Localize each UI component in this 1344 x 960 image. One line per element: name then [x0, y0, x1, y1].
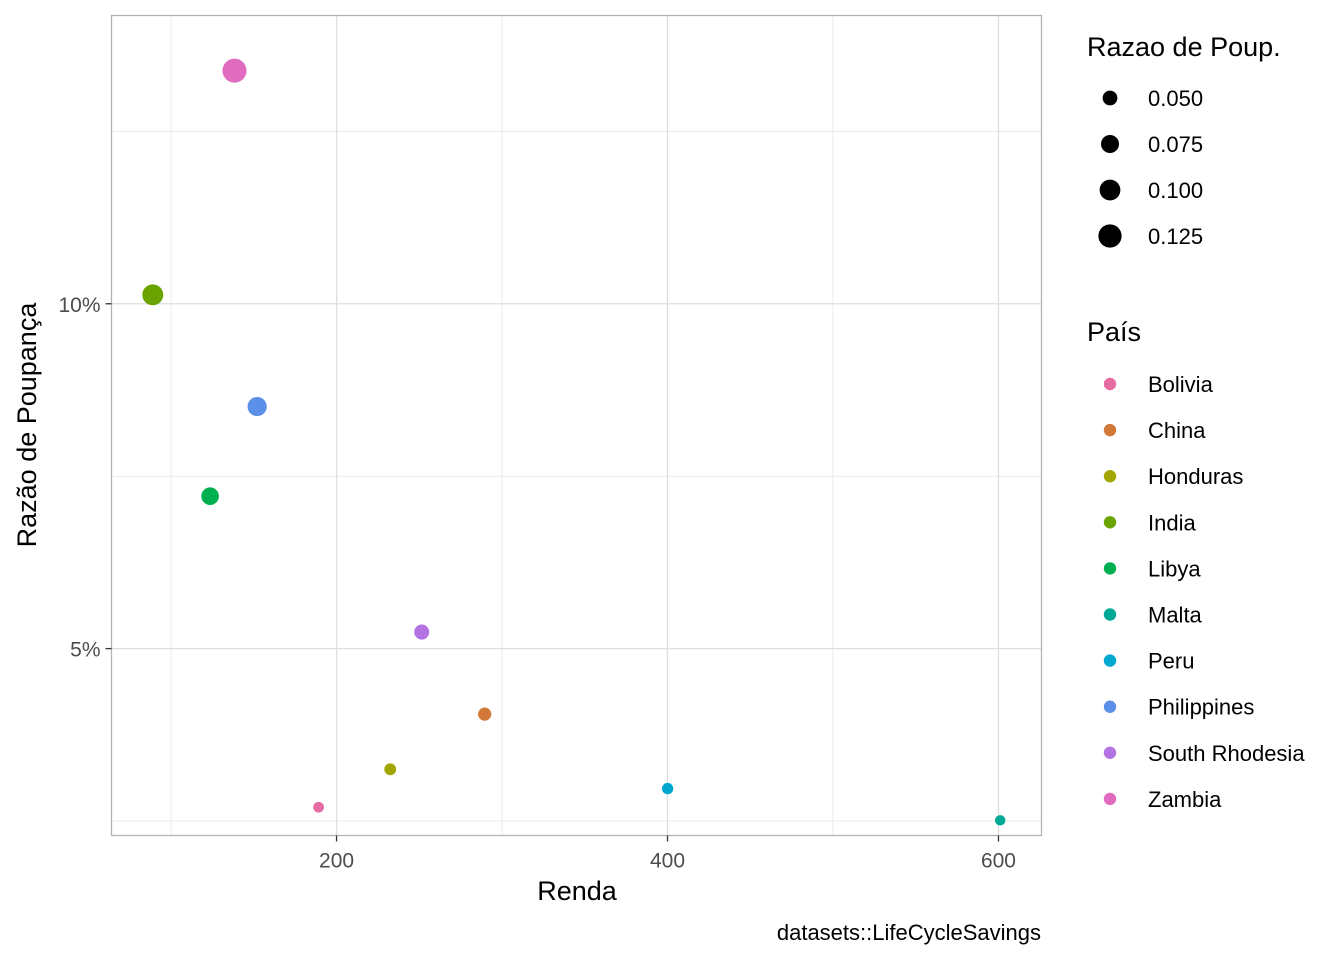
minor-gridlines	[111, 15, 1042, 836]
color-legend-title: País	[1087, 317, 1141, 347]
size-legend: 0.050 0.075 0.100 0.125	[1098, 86, 1203, 249]
color-legend-key	[1103, 562, 1117, 575]
data-point-philippines	[247, 396, 267, 417]
size-legend-key	[1098, 224, 1122, 248]
color-legend-key	[1103, 608, 1117, 621]
data-point-south-rhodesia	[414, 624, 430, 640]
data-point-peru	[661, 782, 674, 795]
size-legend-key	[1099, 179, 1121, 201]
color-legend-label: Zambia	[1148, 787, 1222, 812]
y-axis-title: Razão de Poupança	[12, 302, 42, 548]
color-legend-label: Philippines	[1148, 695, 1254, 720]
color-legend-key	[1103, 470, 1117, 483]
size-legend-label: 0.075	[1148, 132, 1203, 157]
plot-panel-border	[110, 14, 1043, 837]
color-legend-label: Malta	[1148, 603, 1203, 628]
color-legend-key	[1103, 654, 1117, 667]
color-legend-key	[1103, 746, 1117, 759]
data-point-honduras	[384, 763, 397, 776]
data-point-malta	[995, 815, 1006, 826]
data-point-zambia	[222, 58, 247, 83]
data-points	[142, 58, 1006, 826]
size-legend-label: 0.125	[1148, 224, 1203, 249]
data-point-libya	[201, 487, 219, 506]
color-legend-label: Honduras	[1148, 464, 1243, 489]
data-point-bolivia	[313, 801, 324, 813]
x-tick-label: 200	[319, 850, 354, 873]
x-tick-label: 600	[981, 850, 1016, 873]
data-point-india	[142, 284, 164, 306]
color-legend-key	[1103, 792, 1117, 806]
size-legend-label: 0.050	[1148, 86, 1203, 111]
color-legend-key	[1103, 516, 1117, 529]
size-legend-key	[1102, 90, 1118, 106]
size-legend-title: Razao de Poup.	[1087, 32, 1281, 62]
x-axis-title: Renda	[537, 876, 618, 906]
y-axis-ticks: 5% 10%	[58, 294, 112, 662]
x-tick-label: 400	[650, 850, 685, 873]
plot-panel	[111, 15, 1042, 836]
size-legend-label: 0.100	[1148, 178, 1203, 203]
color-legend-label: China	[1148, 418, 1206, 443]
data-point-china	[478, 707, 492, 721]
major-gridlines	[111, 15, 1042, 836]
color-legend-label: Bolivia	[1148, 372, 1214, 397]
color-legend-key	[1103, 700, 1117, 713]
color-legend-key	[1103, 377, 1117, 391]
color-legend-label: South Rhodesia	[1148, 741, 1305, 766]
chart-caption: datasets::LifeCycleSavings	[777, 920, 1041, 945]
color-legend: Bolivia China Honduras India Libya Malta Peru P…	[1103, 372, 1305, 812]
y-tick-label: 10%	[58, 294, 100, 317]
color-legend-label: Peru	[1148, 649, 1194, 674]
y-tick-label: 5%	[70, 639, 100, 662]
color-legend-key	[1103, 423, 1117, 437]
size-legend-key	[1100, 134, 1120, 154]
color-legend-label: Libya	[1148, 556, 1201, 581]
x-axis-ticks: 200 400 600	[319, 835, 1016, 873]
color-legend-label: India	[1148, 510, 1196, 535]
